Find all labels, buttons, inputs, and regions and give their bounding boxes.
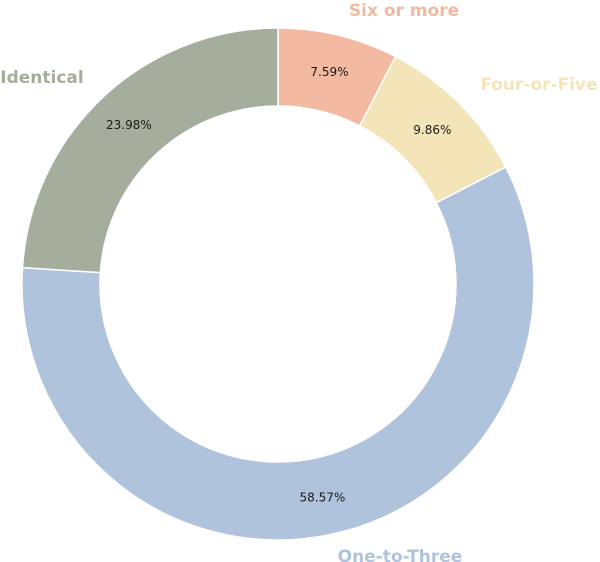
category-label-identical: Identical [0, 68, 83, 88]
slice-one-to-three [21, 166, 535, 541]
percent-label-one-to-three: 58.57% [300, 490, 346, 504]
category-label-one-to-three: One-to-Three [338, 547, 463, 562]
percent-labels: 7.59% 9.86% 58.57% 23.98% [106, 65, 451, 504]
slice-identical [21, 27, 279, 274]
category-label-six-or-more: Six or more [349, 1, 459, 21]
donut-slices [21, 27, 535, 541]
category-label-four-or-five: Four-or-Five [480, 75, 597, 95]
percent-label-six-or-more: 7.59% [310, 65, 348, 79]
percent-label-identical: 23.98% [106, 118, 152, 132]
percent-label-four-or-five: 9.86% [413, 123, 451, 137]
